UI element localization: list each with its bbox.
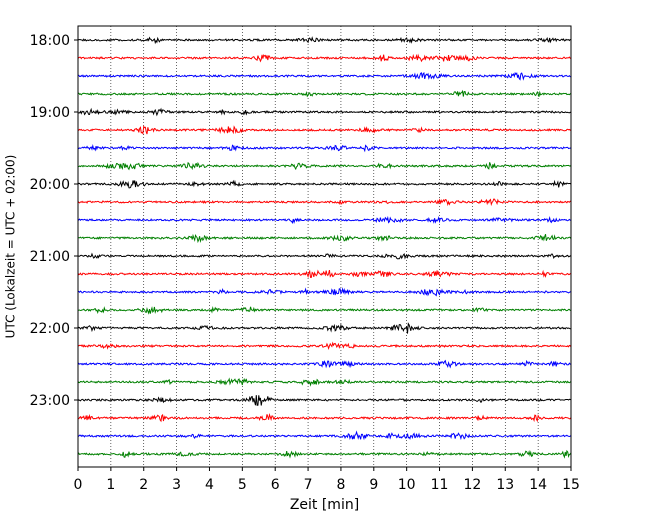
x-tick-label-4: 4 [205, 477, 214, 493]
y-tick-layer: 18:00 19:00 20:00 21:00 22:00 23:00 [30, 33, 78, 409]
trace-2115 [77, 269, 572, 279]
trace-1900 [77, 107, 572, 117]
y-axis-label: UTC (Lokalzeit = UTC + 02:00) [4, 155, 18, 339]
trace-2200 [77, 322, 572, 334]
trace-2215 [77, 341, 572, 351]
x-tick-label-13: 13 [496, 477, 514, 493]
trace-1830 [77, 71, 572, 81]
x-tick-label-12: 12 [463, 477, 481, 493]
trace-2330 [77, 430, 572, 441]
y-tick-label-5: 23:00 [30, 393, 70, 409]
x-tick-label-5: 5 [238, 477, 247, 493]
x-tick-layer: 0 1 2 3 4 5 6 7 8 9 10 11 12 13 14 15 [74, 467, 580, 493]
trace-2015 [77, 198, 572, 207]
trace-1845 [77, 89, 572, 98]
trace-1800 [77, 36, 572, 45]
x-tick-label-9: 9 [369, 477, 378, 493]
x-tick-label-8: 8 [336, 477, 345, 493]
trace-layer [77, 36, 572, 459]
x-tick-label-14: 14 [529, 477, 547, 493]
trace-1915 [77, 125, 572, 135]
x-tick-label-15: 15 [562, 477, 580, 493]
trace-2245 [77, 377, 572, 387]
trace-2130 [77, 287, 572, 297]
x-tick-label-11: 11 [431, 477, 449, 493]
trace-2300 [77, 395, 572, 406]
trace-1945 [77, 161, 572, 171]
x-tick-label-10: 10 [398, 477, 416, 493]
x-tick-label-6: 6 [271, 477, 280, 493]
x-tick-label-3: 3 [172, 477, 181, 493]
plot-frame [77, 25, 572, 468]
x-tick-label-1: 1 [106, 477, 115, 493]
trace-1930 [77, 143, 572, 153]
y-tick-label-3: 21:00 [30, 249, 70, 265]
trace-2100 [77, 252, 572, 260]
trace-2315 [77, 413, 572, 423]
x-tick-label-2: 2 [139, 477, 148, 493]
trace-2345 [77, 449, 572, 459]
trace-2045 [77, 233, 572, 244]
trace-2230 [77, 359, 572, 369]
x-axis-label: Zeit [min] [290, 497, 359, 513]
y-tick-label-1: 19:00 [30, 105, 70, 121]
y-tick-label-2: 20:00 [30, 177, 70, 193]
trace-2145 [77, 306, 572, 315]
trace-2000 [77, 179, 572, 189]
trace-1815 [77, 53, 572, 63]
y-tick-label-4: 22:00 [30, 321, 70, 337]
y-tick-label-0: 18:00 [30, 33, 70, 49]
x-tick-label-7: 7 [304, 477, 313, 493]
x-tick-label-0: 0 [74, 477, 83, 493]
trace-2030 [77, 215, 572, 225]
